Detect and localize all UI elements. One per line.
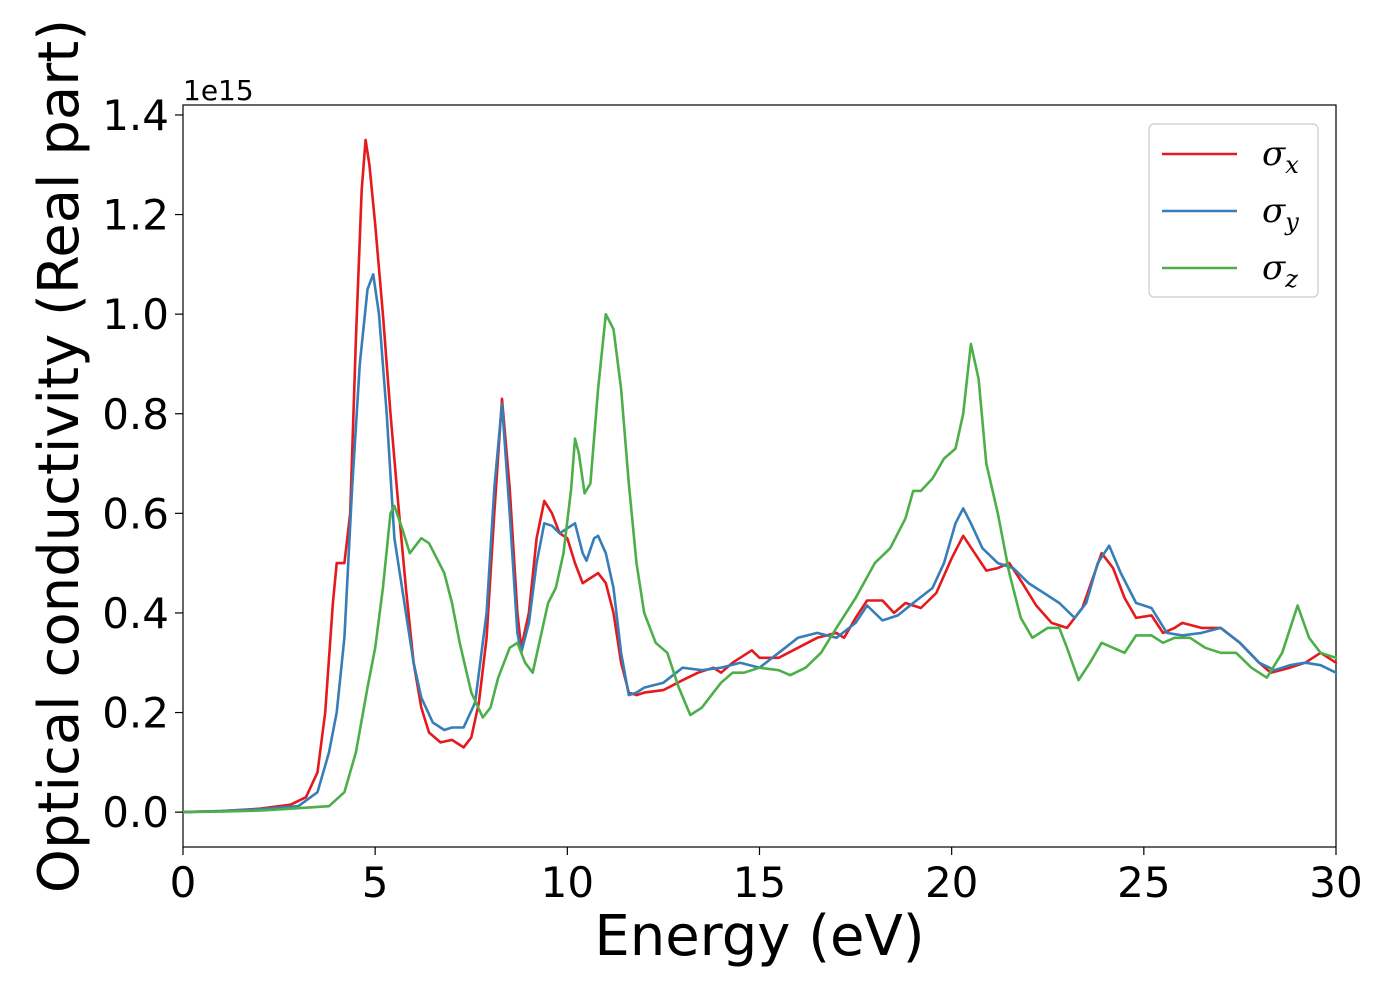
series-line-z bbox=[181, 312, 1338, 814]
y-axis-label: Optical conductivity (Real part) bbox=[27, 19, 92, 893]
y-tick-label: 0.2 bbox=[102, 689, 169, 738]
series-line-y bbox=[181, 273, 1338, 814]
x-tick-label: 15 bbox=[733, 858, 786, 907]
x-axis-ticks: 0 5 10 15 20 25 30 bbox=[170, 847, 1363, 907]
y-tick-label: 0.0 bbox=[102, 788, 169, 837]
series-layer bbox=[181, 138, 1338, 814]
x-tick-label: 0 bbox=[170, 858, 197, 907]
y-tick-label: 0.4 bbox=[102, 589, 169, 638]
y-tick-label: 0.6 bbox=[102, 489, 169, 538]
legend-label-y: σy bbox=[1262, 191, 1299, 236]
legend-label-x: σx bbox=[1262, 134, 1299, 179]
y-tick-label: 1.4 bbox=[102, 91, 169, 140]
x-tick-label: 10 bbox=[541, 858, 594, 907]
x-tick-label: 5 bbox=[362, 858, 389, 907]
y-tick-label: 1.0 bbox=[102, 290, 169, 339]
x-tick-label: 20 bbox=[925, 858, 978, 907]
y-axis-offset-label: 1e15 bbox=[183, 74, 254, 107]
y-axis-ticks: 0.0 0.2 0.4 0.6 0.8 1.0 1.2 1.4 bbox=[102, 91, 183, 837]
x-tick-label: 25 bbox=[1117, 858, 1170, 907]
x-tick-label: 30 bbox=[1309, 858, 1362, 907]
y-tick-label: 1.2 bbox=[102, 191, 169, 240]
legend-label-z: σz bbox=[1262, 248, 1298, 293]
y-tick-label: 0.8 bbox=[102, 390, 169, 439]
legend: σx σy σz bbox=[1148, 123, 1319, 298]
x-axis-label: Energy (eV) bbox=[594, 904, 924, 969]
